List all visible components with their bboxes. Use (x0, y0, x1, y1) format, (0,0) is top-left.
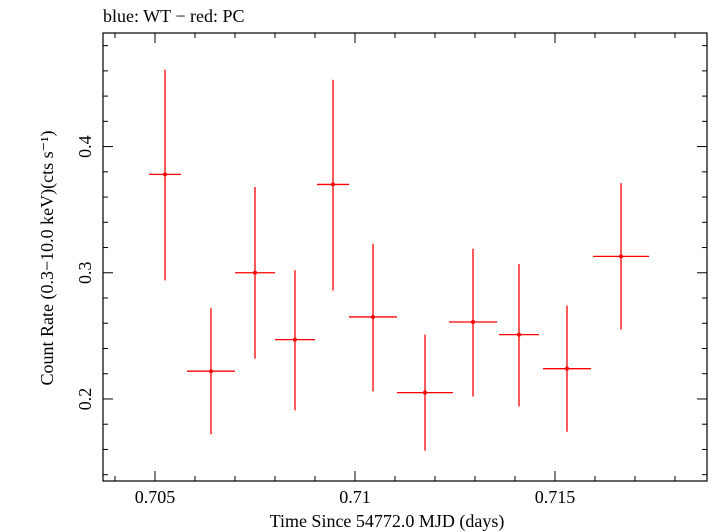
x-tick-label: 0.705 (135, 487, 176, 507)
point-marker (619, 254, 623, 259)
data-point (317, 79, 349, 291)
y-axis-label: Count Rate (0.3−10.0 keV)(cts s⁻¹) (37, 130, 58, 385)
data-point (543, 305, 591, 432)
y-tick-label: 0.3 (75, 262, 95, 285)
data-point (187, 308, 235, 435)
x-axis-label: Time Since 54772.0 MJD (days) (270, 511, 505, 532)
point-marker (163, 172, 167, 177)
axis-tick-labels: 0.705 0.71 0.715 0.2 0.3 0.4 (75, 135, 575, 507)
y-tick-label: 0.2 (75, 388, 95, 411)
axis-ticks (103, 33, 707, 481)
data-point (593, 183, 649, 330)
point-marker (423, 390, 427, 395)
data-point (235, 186, 275, 359)
point-marker (565, 366, 569, 371)
point-marker (517, 332, 521, 337)
data-point (499, 263, 539, 407)
point-marker (293, 337, 297, 342)
plot-frame (102, 32, 708, 482)
point-marker (253, 270, 257, 275)
data-point (149, 69, 181, 281)
y-tick-label: 0.4 (75, 135, 95, 158)
data-point (275, 270, 315, 411)
point-marker (209, 369, 213, 374)
data-points (149, 69, 649, 451)
point-marker (471, 319, 475, 324)
data-point (449, 248, 497, 397)
point-marker (331, 182, 335, 187)
x-tick-label: 0.715 (535, 487, 576, 507)
chart-title: blue: WT − red: PC (103, 6, 244, 26)
x-tick-label: 0.71 (339, 487, 371, 507)
point-marker (371, 314, 375, 319)
data-point (349, 243, 397, 392)
data-point (397, 334, 453, 451)
